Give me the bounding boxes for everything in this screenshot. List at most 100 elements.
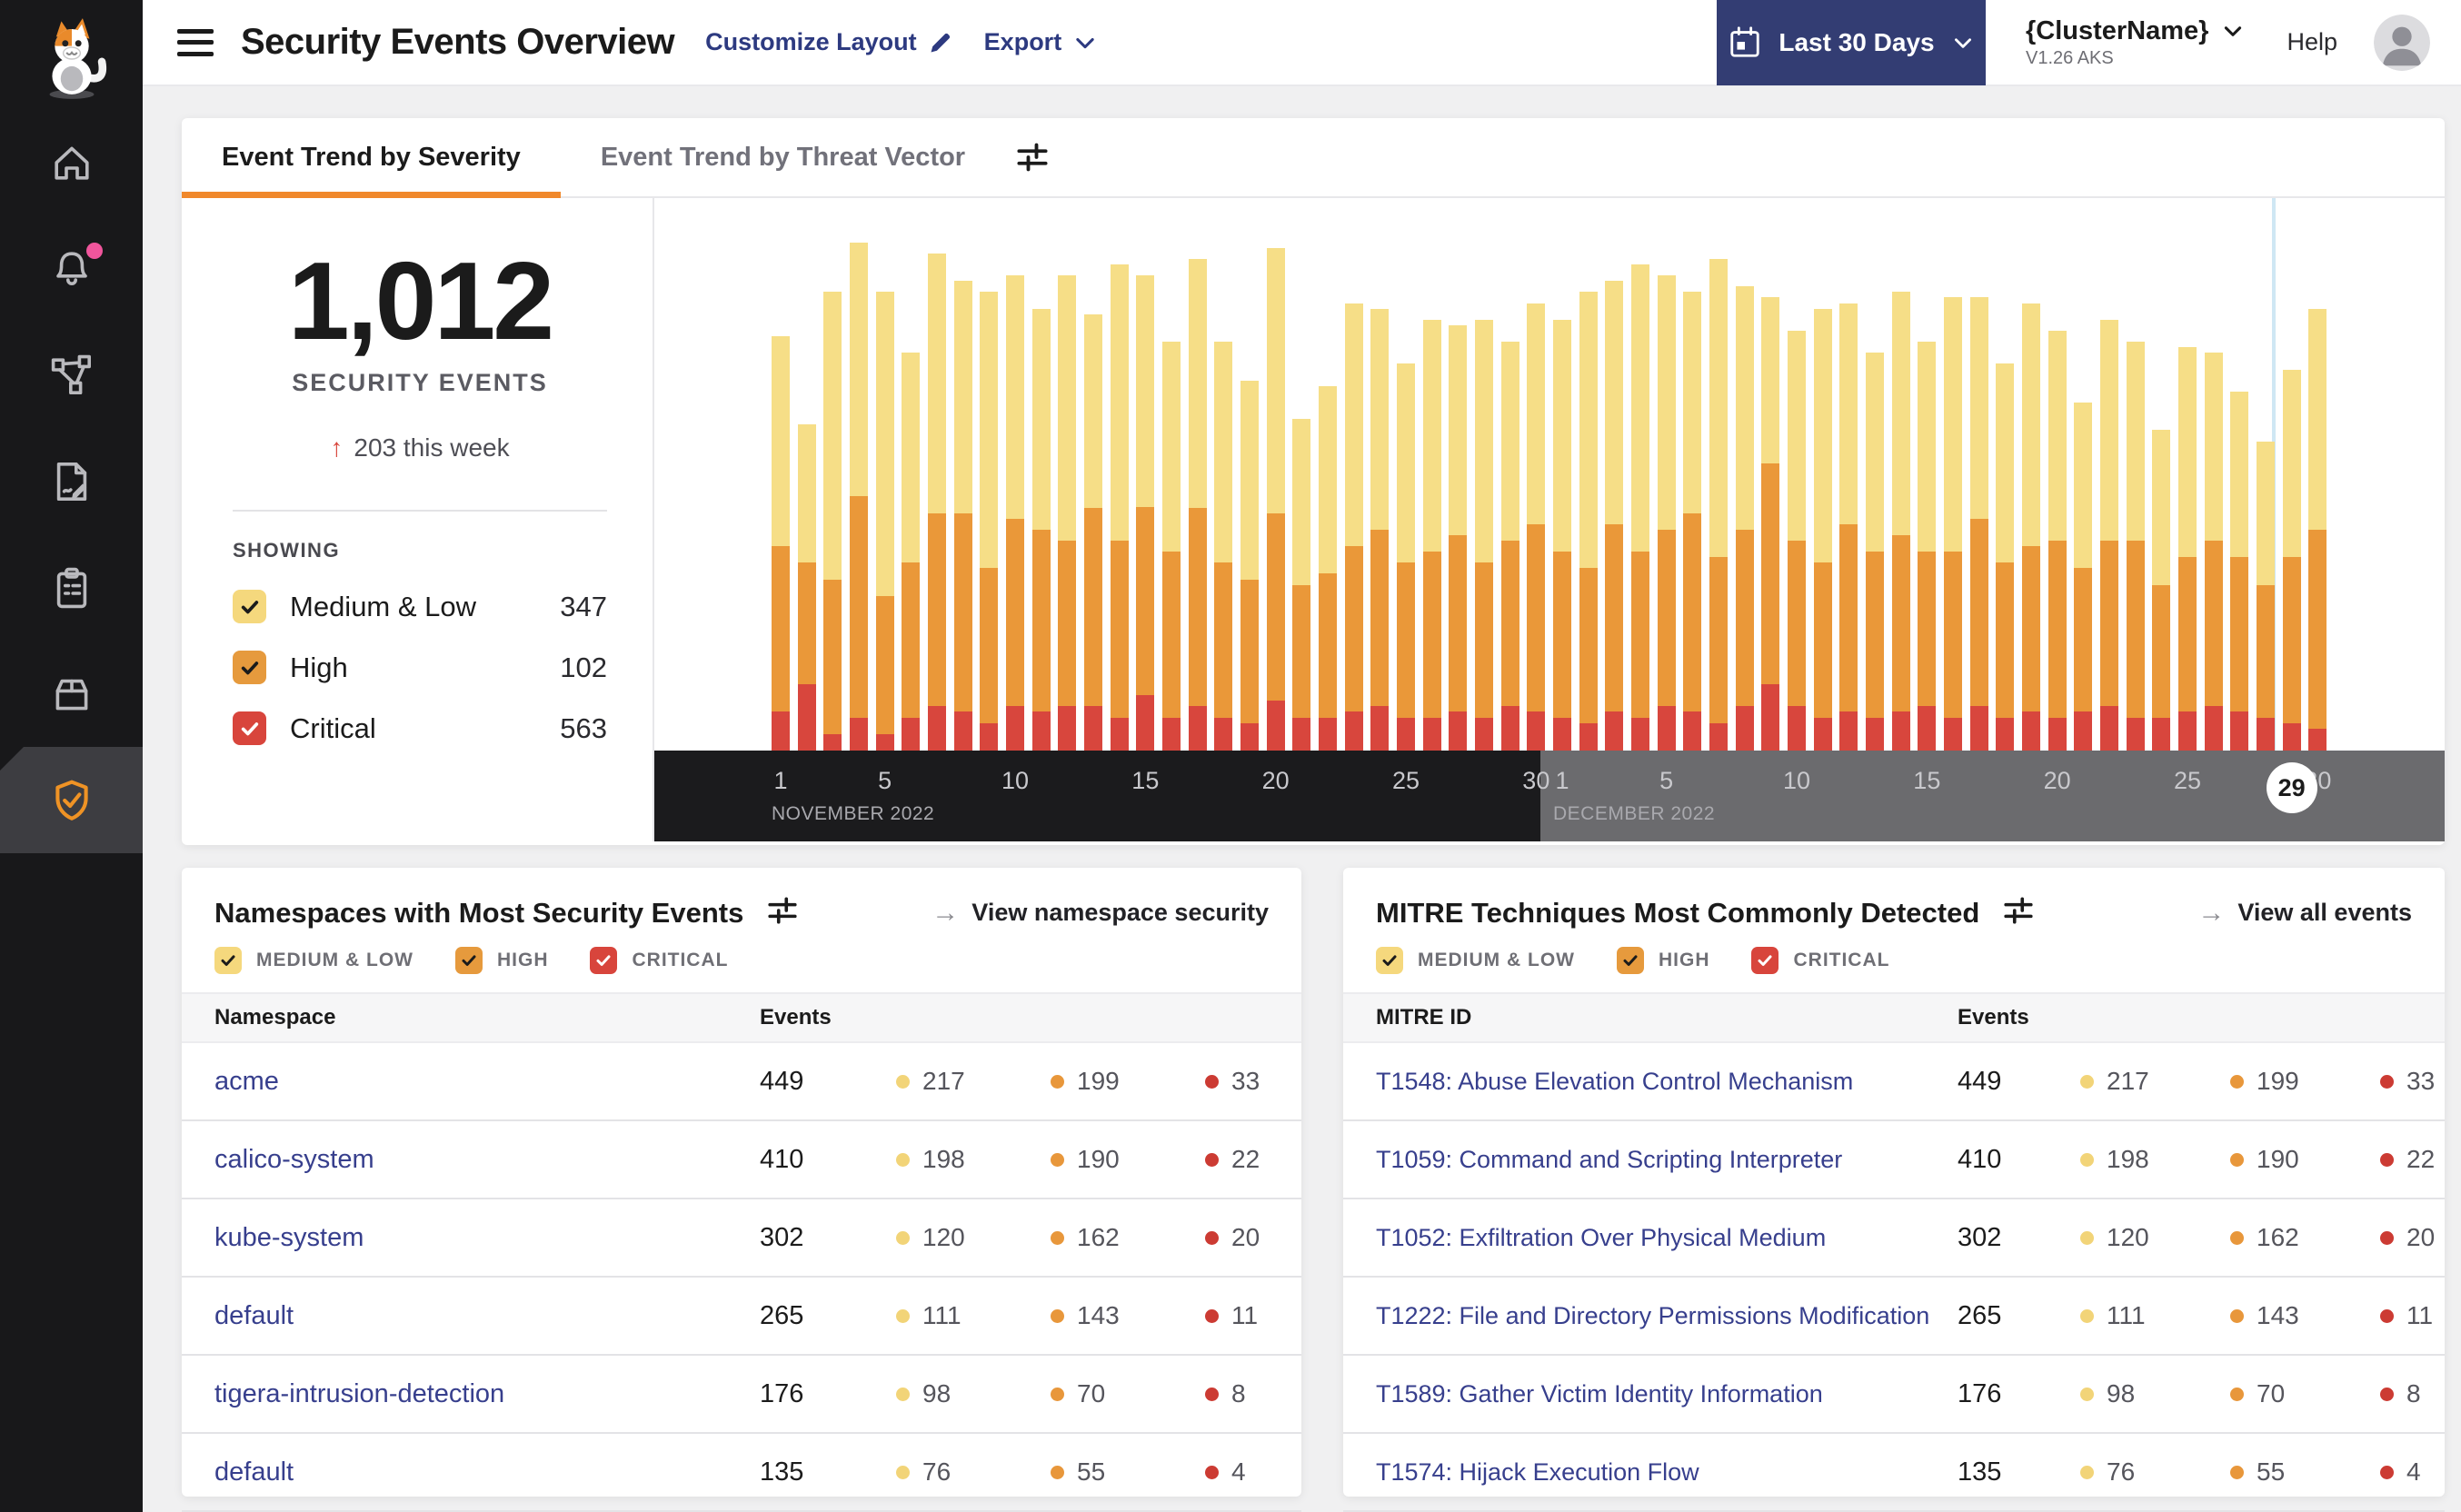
- severity-dot-icon: [1205, 1152, 1219, 1167]
- bar-segment: [2178, 557, 2197, 712]
- stacked-bar: [1319, 198, 1337, 751]
- export-button[interactable]: Export: [984, 28, 1099, 56]
- bar-segment: [1553, 717, 1571, 751]
- severity-count-cell: 190: [1051, 1145, 1205, 1174]
- sidebar-item-threat-defense[interactable]: [0, 747, 143, 853]
- severity-checkbox[interactable]: [1751, 947, 1779, 974]
- user-avatar[interactable]: [2374, 14, 2430, 71]
- table-row: default 265 111 143 11: [182, 1278, 1301, 1356]
- severity-checkbox[interactable]: [590, 947, 618, 974]
- severity-chip: CRITICAL: [590, 947, 728, 974]
- severity-checkbox[interactable]: [454, 947, 483, 974]
- stacked-bar: [1449, 198, 1468, 751]
- severity-checkbox[interactable]: [214, 947, 242, 974]
- bar-segment: [1006, 275, 1024, 519]
- view-namespace-security-link[interactable]: → View namespace security: [932, 897, 1269, 928]
- row-name-link[interactable]: T1059: Command and Scripting Interpreter: [1376, 1145, 1843, 1173]
- severity-count: 198: [2107, 1145, 2149, 1173]
- bar-segment: [1292, 419, 1311, 585]
- chart-filter-button[interactable]: [1005, 118, 1060, 196]
- bar-segment: [875, 595, 894, 734]
- sidebar-item-images[interactable]: [0, 641, 143, 747]
- stacked-bar: [1657, 198, 1676, 751]
- row-name-link[interactable]: tigera-intrusion-detection: [214, 1378, 505, 1408]
- bar-segment: [1866, 353, 1884, 552]
- severity-dot-icon: [2080, 1074, 2094, 1089]
- severity-count-cell: 4: [1205, 1457, 1301, 1487]
- severity-checkbox[interactable]: [1616, 947, 1644, 974]
- row-total-count: 302: [760, 1222, 804, 1252]
- axis-tick-label: 10: [1001, 767, 1030, 794]
- bar-segment: [980, 568, 999, 723]
- view-all-events-link[interactable]: → View all events: [2197, 897, 2412, 928]
- bar-segment: [1683, 512, 1702, 712]
- sidebar-item-policies[interactable]: [0, 428, 143, 534]
- tab-event-trend-by-severity[interactable]: Event Trend by Severity: [182, 118, 561, 198]
- bar-segment: [2152, 430, 2171, 585]
- severity-count-cell: 111: [2080, 1301, 2230, 1330]
- bar-segment: [1266, 512, 1285, 701]
- stacked-bar: [2048, 198, 2067, 751]
- severity-checkbox[interactable]: [233, 651, 266, 684]
- stacked-bar: [772, 198, 790, 751]
- file-edit-icon: [56, 462, 86, 501]
- stacked-bar: [2257, 198, 2275, 751]
- sidebar-item-home[interactable]: [0, 109, 143, 215]
- stacked-bar: [2152, 198, 2171, 751]
- calico-cat-logo[interactable]: [0, 0, 143, 109]
- severity-checkbox[interactable]: [233, 590, 266, 623]
- severity-filter-label: High: [290, 651, 348, 683]
- severity-count: 217: [922, 1067, 965, 1095]
- mitre-filter-button[interactable]: [2003, 895, 2034, 930]
- sidebar-item-compliance[interactable]: [0, 534, 143, 641]
- row-name-link[interactable]: acme: [214, 1066, 279, 1096]
- bar-segment: [1709, 258, 1728, 558]
- row-name-link[interactable]: T1222: File and Directory Permissions Mo…: [1376, 1301, 1930, 1329]
- stacked-bar: [1788, 198, 1806, 751]
- tab-event-trend-by-threat-vector[interactable]: Event Trend by Threat Vector: [600, 142, 966, 172]
- avatar-image: [2374, 14, 2430, 71]
- row-name-link[interactable]: T1052: Exfiltration Over Physical Medium: [1376, 1223, 1827, 1251]
- row-name-link[interactable]: default: [214, 1457, 294, 1487]
- bar-segment: [2074, 711, 2093, 751]
- bar-segment: [1266, 247, 1285, 513]
- bar-segment: [2074, 402, 2093, 569]
- row-name-link[interactable]: T1548: Abuse Elevation Control Mechanism: [1376, 1067, 1854, 1095]
- export-label: Export: [983, 28, 1062, 55]
- bar-segment: [1006, 518, 1024, 707]
- cluster-selector[interactable]: {ClusterName} V1.26 AKS: [2026, 16, 2245, 69]
- bar-segment: [2100, 540, 2118, 707]
- severity-dot-icon: [2080, 1308, 2094, 1323]
- namespaces-filter-button[interactable]: [767, 895, 798, 930]
- severity-checkbox[interactable]: [1376, 947, 1403, 974]
- severity-checkbox[interactable]: [233, 711, 266, 745]
- stacked-bar: [1918, 198, 1937, 751]
- severity-count: 162: [1077, 1223, 1120, 1251]
- row-name-link[interactable]: kube-system: [214, 1222, 364, 1252]
- row-total-count: 265: [760, 1300, 804, 1330]
- bar-segment: [2022, 546, 2040, 712]
- severity-filter-row: Medium & Low 347: [233, 590, 607, 623]
- severity-count-cell: 143: [2230, 1301, 2380, 1330]
- stacked-bar: [1761, 198, 1780, 751]
- bar-segment: [1370, 308, 1390, 530]
- bar-segment: [980, 292, 999, 569]
- severity-count-cell: 198: [896, 1145, 1051, 1174]
- check-icon: [241, 721, 258, 735]
- hamburger-menu-icon[interactable]: [177, 28, 214, 56]
- customize-layout-button[interactable]: Customize Layout: [705, 28, 953, 56]
- row-name-link[interactable]: default: [214, 1300, 294, 1330]
- row-name-link[interactable]: T1574: Hijack Execution Flow: [1376, 1457, 1699, 1486]
- severity-count-cell: 33: [1205, 1067, 1301, 1096]
- sidebar-item-alerts[interactable]: [0, 215, 143, 322]
- bar-segment: [1136, 507, 1155, 696]
- row-name-link[interactable]: T1589: Gather Victim Identity Informatio…: [1376, 1379, 1823, 1408]
- severity-count-cell: 22: [1205, 1145, 1301, 1174]
- bar-segment: [1058, 540, 1077, 707]
- row-name-link[interactable]: calico-system: [214, 1144, 374, 1174]
- severity-count: 217: [2107, 1067, 2149, 1095]
- bar-segment: [823, 733, 842, 751]
- date-range-button[interactable]: Last 30 Days: [1716, 0, 1986, 85]
- help-link[interactable]: Help: [2287, 28, 2337, 55]
- sidebar-item-service-graph[interactable]: [0, 322, 143, 428]
